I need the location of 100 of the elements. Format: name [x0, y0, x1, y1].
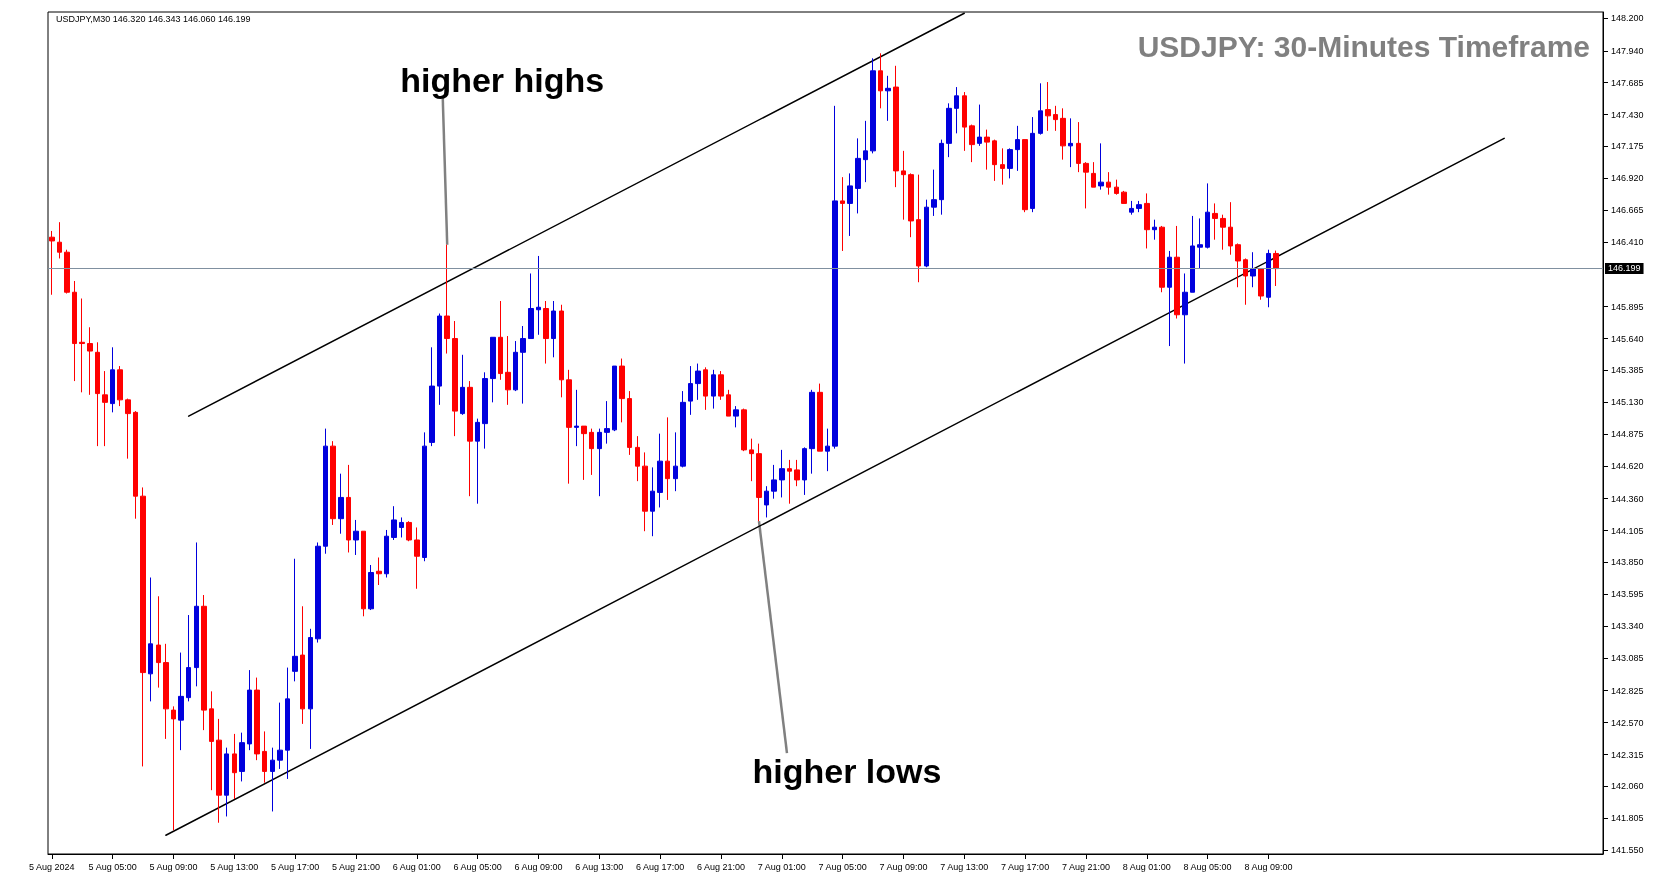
- candlestick: [1235, 242, 1241, 288]
- candlestick: [1182, 272, 1188, 365]
- candlestick: [627, 390, 632, 456]
- candlestick: [566, 369, 572, 485]
- candlestick: [924, 199, 929, 268]
- x-tick-label: 6 Aug 09:00: [514, 861, 563, 872]
- candlestick: [1053, 105, 1058, 132]
- annotation: higher lows: [752, 752, 942, 791]
- candlestick: [1114, 179, 1119, 196]
- y-tick-label: 147.940: [1611, 45, 1644, 56]
- candlestick: [64, 249, 70, 294]
- candlestick: [353, 519, 359, 556]
- candlestick: [498, 300, 503, 381]
- candlestick: [262, 730, 267, 784]
- candlestick: [156, 595, 161, 689]
- candlestick: [657, 433, 663, 508]
- candlestick: [285, 667, 290, 780]
- candlestick: [855, 137, 861, 214]
- x-tick-label: 7 Aug 09:00: [879, 861, 928, 872]
- candlestick: [437, 313, 442, 406]
- y-tick-label: 142.825: [1611, 685, 1644, 696]
- y-tick-label: 143.850: [1611, 557, 1644, 568]
- candlestick: [482, 371, 488, 450]
- y-tick-label: 146.665: [1611, 205, 1644, 216]
- candlestick: [346, 464, 351, 553]
- candlestick: [726, 389, 731, 417]
- candlestick: [543, 300, 549, 365]
- candlestick: [49, 230, 55, 296]
- candlestick: [1091, 161, 1096, 188]
- candlestick: [429, 346, 435, 447]
- candlestick: [1174, 225, 1180, 320]
- candlestick: [954, 86, 959, 134]
- y-tick-label: 145.895: [1611, 301, 1644, 312]
- candlestick: [209, 690, 214, 791]
- candlestick: [779, 449, 785, 498]
- candlestick: [330, 440, 336, 526]
- candlestick: [1197, 217, 1203, 269]
- annotation: USDJPY,M30 146.320 146.343 146.060 146.199: [56, 13, 251, 24]
- y-tick-label: 147.685: [1611, 77, 1644, 88]
- candlestick: [931, 169, 937, 217]
- candlestick: [863, 120, 868, 183]
- x-tick-label: 7 Aug 13:00: [940, 861, 989, 872]
- candlestick: [1068, 117, 1073, 168]
- x-tick-label: 5 Aug 17:00: [271, 861, 320, 872]
- candlestick: [1228, 201, 1233, 256]
- x-tick-label: 5 Aug 05:00: [88, 861, 137, 872]
- candlestick: [939, 139, 944, 216]
- candlestick: [962, 91, 967, 152]
- candlestick: [946, 102, 952, 158]
- candlestick: [764, 485, 769, 518]
- candlestick: [794, 459, 800, 487]
- candlestick: [559, 304, 564, 398]
- y-tick-label: 148.200: [1611, 13, 1644, 24]
- x-tick-label: 7 Aug 17:00: [1001, 861, 1050, 872]
- candlestick: [673, 431, 678, 492]
- candlestick: [916, 174, 921, 283]
- candlestick: [163, 643, 169, 740]
- candlestick: [1030, 116, 1035, 213]
- candlestick: [460, 354, 465, 416]
- candlestick: [399, 516, 404, 538]
- candlestick: [802, 446, 807, 496]
- candlestick: [984, 129, 990, 171]
- candlestick: [847, 172, 853, 237]
- candlestick: [1205, 182, 1210, 249]
- candlestick: [688, 365, 693, 416]
- candlestick: [505, 335, 511, 406]
- candlestick: [247, 669, 252, 751]
- candlestick: [1038, 82, 1043, 136]
- candlestick: [1167, 250, 1172, 347]
- candlestick: [277, 702, 283, 770]
- candlestick: [72, 280, 77, 382]
- y-tick-label: 146.920: [1611, 173, 1644, 184]
- candlestick: [338, 473, 344, 535]
- candlestick: [216, 718, 222, 824]
- x-tick-label: 8 Aug 09:00: [1244, 861, 1293, 872]
- candlestick: [186, 614, 191, 702]
- y-tick-label: 147.430: [1611, 109, 1644, 120]
- candlestick: [148, 577, 153, 702]
- candlestick: [323, 428, 328, 555]
- y-tick-label: 145.640: [1611, 333, 1644, 344]
- x-tick-label: 6 Aug 01:00: [392, 861, 441, 872]
- x-tick-label: 6 Aug 17:00: [636, 861, 685, 872]
- candlestick: [1136, 200, 1142, 213]
- candlestick: [832, 105, 838, 450]
- candlestick: [581, 425, 587, 481]
- y-tick-label: 142.570: [1611, 717, 1644, 728]
- candlestick: [110, 346, 115, 413]
- y-tick-label: 143.595: [1611, 589, 1644, 600]
- candlestick: [589, 428, 594, 476]
- candlestick: [1212, 202, 1218, 241]
- candlestick: [642, 451, 648, 532]
- candlestick: [239, 732, 245, 782]
- candlestick: [102, 370, 108, 447]
- candlestick: [140, 486, 146, 767]
- candlestick: [232, 733, 237, 800]
- y-tick-label: 147.175: [1611, 141, 1644, 152]
- candlestick: [771, 464, 777, 500]
- candlestick: [117, 365, 123, 407]
- annotation: higher highs: [400, 60, 605, 99]
- candlestick: [513, 340, 518, 392]
